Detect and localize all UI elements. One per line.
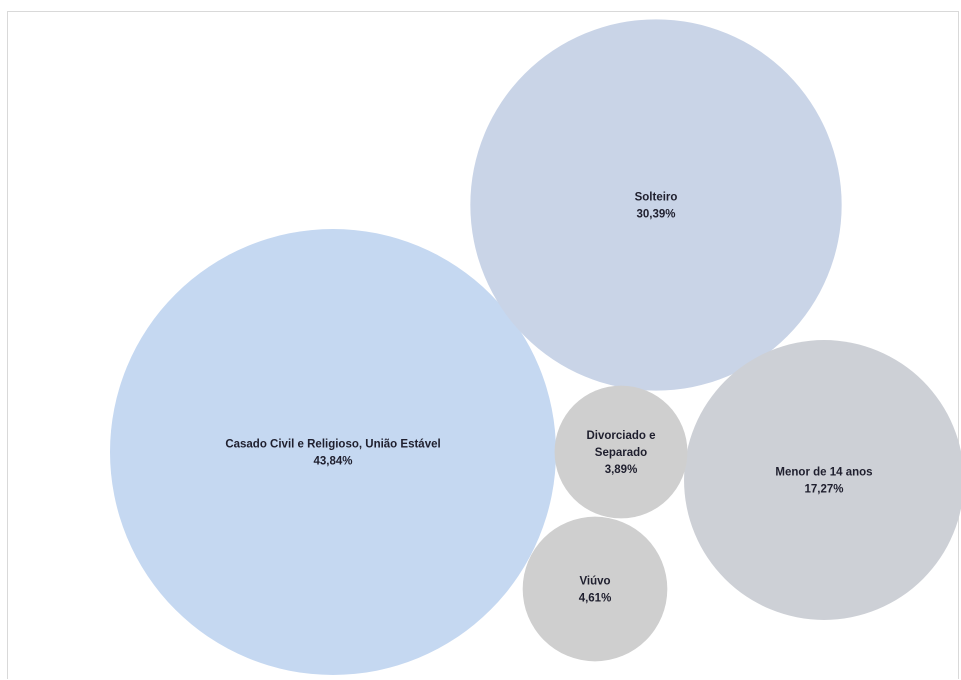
- bubble-menor-14-value-label: 17,27%: [804, 484, 843, 496]
- bubble-divorciado: [554, 385, 688, 519]
- bubble-menor-14-category-label: Menor de 14 anos: [775, 467, 872, 479]
- bubble-divorciado-category-label: Separado: [595, 447, 647, 459]
- bubble-viuvo-category-label: Viúvo: [579, 576, 610, 588]
- bubbles-group: [110, 19, 961, 675]
- bubble-divorciado-category-label: Divorciado e: [586, 430, 655, 442]
- bubble-solteiro-value-label: 30,39%: [636, 209, 675, 221]
- bubble-menor-14: [684, 340, 961, 620]
- bubble-viuvo: [522, 516, 668, 662]
- bubble-solteiro-category-label: Solteiro: [635, 192, 678, 204]
- chart-frame: [7, 11, 959, 679]
- bubble-divorciado-value-label: 3,89%: [605, 464, 638, 476]
- bubble-casado-category-label: Casado Civil e Religioso, União Estável: [225, 439, 440, 451]
- bubble-solteiro: [470, 19, 842, 391]
- bubble-casado-value-label: 43,84%: [313, 456, 352, 468]
- bubble-casado: [110, 229, 556, 675]
- bubble-viuvo-value-label: 4,61%: [579, 593, 612, 605]
- labels-group: Casado Civil e Religioso, União Estável 4…: [225, 192, 872, 605]
